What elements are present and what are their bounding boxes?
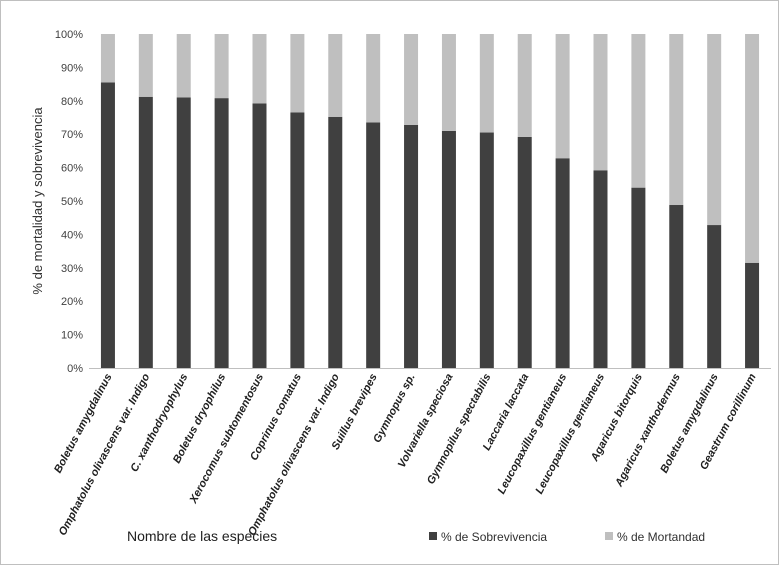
- bar-sobrevivencia-4: [252, 103, 267, 369]
- y-tick-label: 10%: [61, 330, 83, 342]
- bar-sobrevivencia-8: [404, 124, 419, 369]
- bar-sobrevivencia-6: [328, 116, 343, 368]
- legend-swatch-mortandad: [605, 532, 613, 540]
- y-tick-label: 60%: [61, 163, 83, 175]
- y-tick-label: 50%: [61, 196, 83, 208]
- legend-swatch-sobrevivencia: [429, 532, 437, 540]
- bar-mortandad-3: [214, 34, 229, 99]
- bar-sobrevivencia-17: [745, 262, 760, 368]
- y-axis-ticks: 0% 10% 20% 30% 40% 50% 60% 70% 80% 90% 100%: [55, 29, 83, 375]
- legend-label-mortandad: % de Mortandad: [617, 530, 705, 544]
- y-tick-label: 90%: [61, 62, 83, 74]
- bar-mortandad-5: [290, 34, 305, 113]
- bar-mortandad-14: [631, 34, 646, 188]
- bar-sobrevivencia-16: [707, 225, 722, 368]
- bar-mortandad-12: [555, 34, 570, 159]
- bar-mortandad-7: [366, 34, 381, 123]
- bar-sobrevivencia-7: [366, 122, 381, 368]
- y-tick-label: 100%: [55, 29, 83, 41]
- bar-sobrevivencia-12: [555, 158, 570, 368]
- bar-mortandad-15: [669, 34, 684, 206]
- y-tick-label: 30%: [61, 263, 83, 275]
- bar-sobrevivencia-15: [669, 205, 684, 368]
- y-tick-label: 70%: [61, 129, 83, 141]
- bar-mortandad-13: [593, 34, 608, 171]
- legend-label-sobrevivencia: % de Sobrevivencia: [441, 530, 547, 544]
- bar-mortandad-1: [138, 34, 153, 97]
- y-tick-label: 20%: [61, 296, 83, 308]
- bar-sobrevivencia-9: [441, 130, 456, 368]
- x-axis-title: Nombre de las especies: [127, 528, 277, 544]
- bar-mortandad-17: [745, 34, 760, 263]
- bar-mortandad-9: [441, 34, 456, 131]
- bar-sobrevivencia-0: [100, 82, 115, 369]
- bar-mortandad-6: [328, 34, 343, 117]
- bar-mortandad-11: [517, 34, 532, 137]
- bar-sobrevivencia-3: [214, 98, 229, 369]
- y-tick-label: 0%: [67, 363, 83, 375]
- category-label: Xerocomus subtomentosus: [187, 372, 266, 506]
- bar-mortandad-4: [252, 34, 267, 104]
- category-label: Agaricus xanthodermus: [613, 372, 683, 490]
- bar-sobrevivencia-2: [176, 97, 191, 369]
- bar-sobrevivencia-10: [479, 132, 494, 368]
- bar-sobrevivencia-1: [138, 96, 153, 369]
- category-label: Leucopaxillus gentianeus: [496, 372, 570, 496]
- bar-mortandad-8: [404, 34, 419, 125]
- bar-sobrevivencia-5: [290, 112, 305, 369]
- bar-mortandad-0: [100, 34, 115, 83]
- bar-mortandad-16: [707, 34, 722, 226]
- bar-mortandad-2: [176, 34, 191, 98]
- y-tick-label: 40%: [61, 229, 83, 241]
- bars: [100, 34, 760, 369]
- category-label: Leucopaxillus gentianeus: [533, 372, 607, 496]
- bar-sobrevivencia-11: [517, 136, 532, 368]
- legend: % de Sobrevivencia % de Mortandad: [429, 530, 705, 544]
- bar-sobrevivencia-14: [631, 187, 646, 368]
- bar-mortandad-10: [479, 34, 494, 133]
- bar-sobrevivencia-13: [593, 170, 608, 368]
- y-tick-label: 80%: [61, 96, 83, 108]
- category-label: Gymnopus sp.: [371, 372, 417, 445]
- y-axis-title: % de mortalidad y sobrevivencia: [30, 107, 45, 295]
